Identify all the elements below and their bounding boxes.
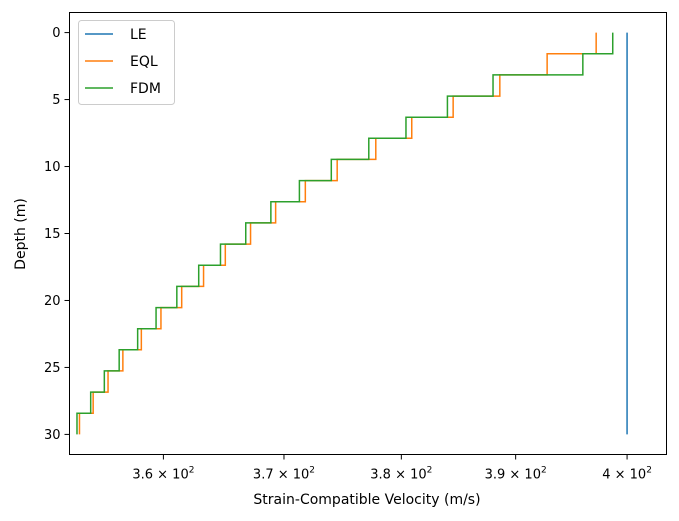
legend-label-eql: EQL (130, 54, 158, 70)
x-tick-label: 3.8 × 102 (370, 466, 432, 483)
y-tick-label: 0 (52, 26, 60, 41)
series-line-fdm (76, 32, 614, 435)
legend-box (78, 20, 175, 105)
x-axis-label: Strain-Compatible Velocity (m/s) (253, 492, 480, 508)
y-axis-label: Depth (m) (13, 198, 29, 270)
legend: LE EQL FDM (78, 20, 175, 105)
series-layer (76, 32, 628, 435)
y-axis: 0 5 10 15 20 25 30 (44, 26, 70, 443)
y-tick-label: 15 (44, 227, 61, 242)
legend-label-fdm: FDM (130, 81, 161, 97)
x-tick-label: 3.7 × 102 (253, 466, 315, 483)
y-tick-label: 25 (44, 361, 61, 376)
y-tick-label: 10 (44, 160, 61, 175)
y-tick-label: 20 (44, 294, 61, 309)
x-tick-label: 3.6 × 102 (132, 466, 194, 483)
y-tick-label: 30 (44, 428, 61, 443)
x-tick-label: 4 × 102 (602, 466, 652, 483)
y-tick-label: 5 (52, 93, 60, 108)
x-axis: 3.6 × 102 3.7 × 102 3.8 × 102 3.9 × 102 4 × … (132, 454, 652, 483)
series-line-eql (78, 32, 597, 435)
legend-label-le: LE (130, 27, 147, 43)
x-tick-label: 3.9 × 102 (485, 466, 547, 483)
